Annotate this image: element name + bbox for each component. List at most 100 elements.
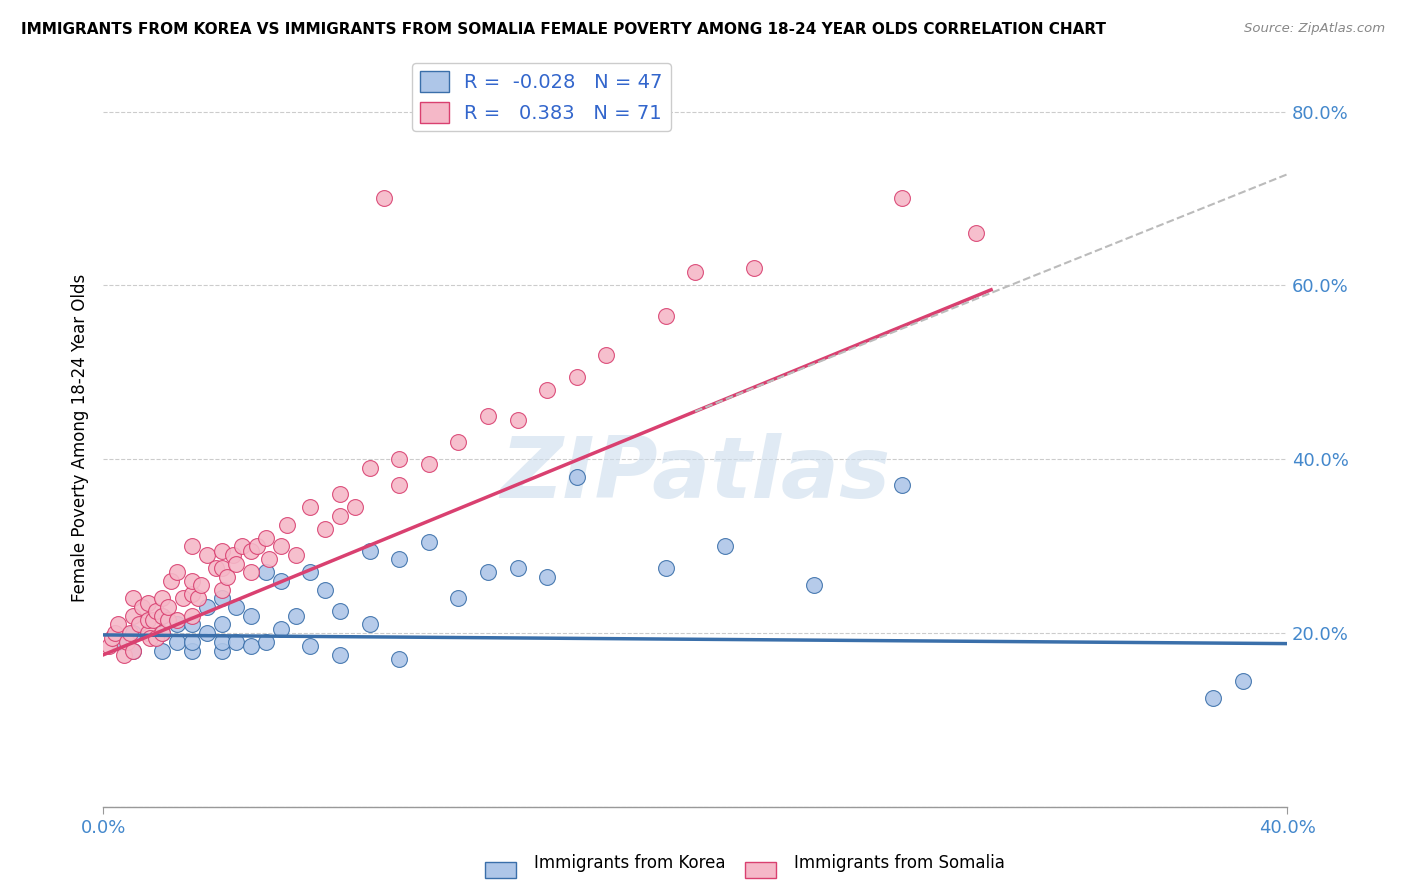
Point bbox=[1232, 673, 1254, 688]
Point bbox=[104, 626, 127, 640]
Point bbox=[225, 600, 247, 615]
Point bbox=[359, 461, 381, 475]
Point bbox=[211, 582, 233, 597]
Point bbox=[150, 643, 173, 657]
Point bbox=[447, 434, 470, 449]
Point bbox=[211, 561, 233, 575]
Text: ZIPatlas: ZIPatlas bbox=[501, 433, 890, 516]
Point bbox=[595, 348, 617, 362]
Point bbox=[115, 635, 138, 649]
Point bbox=[181, 608, 204, 623]
Point bbox=[329, 508, 352, 523]
Point bbox=[254, 531, 277, 545]
Point bbox=[231, 539, 253, 553]
Point bbox=[713, 539, 735, 553]
Point bbox=[211, 643, 233, 657]
Point bbox=[343, 500, 366, 515]
Point bbox=[284, 548, 307, 562]
Point bbox=[536, 569, 558, 583]
Point bbox=[329, 648, 352, 662]
Point bbox=[136, 596, 159, 610]
Point bbox=[222, 548, 245, 562]
Point bbox=[418, 535, 440, 549]
Point bbox=[195, 626, 218, 640]
Point bbox=[112, 648, 135, 662]
Point bbox=[536, 383, 558, 397]
Point bbox=[118, 626, 141, 640]
Point bbox=[299, 639, 322, 653]
Point bbox=[211, 591, 233, 606]
Point bbox=[388, 552, 411, 566]
Point bbox=[314, 522, 336, 536]
Point bbox=[270, 574, 292, 588]
Point bbox=[150, 591, 173, 606]
Point bbox=[803, 578, 825, 592]
Text: Immigrants from Korea: Immigrants from Korea bbox=[534, 855, 725, 872]
Point bbox=[329, 487, 352, 501]
Point bbox=[142, 613, 165, 627]
Point bbox=[121, 643, 143, 657]
Point bbox=[1202, 691, 1225, 706]
Point bbox=[217, 569, 239, 583]
Point bbox=[181, 539, 204, 553]
Point bbox=[254, 566, 277, 580]
Point bbox=[121, 626, 143, 640]
Point bbox=[240, 639, 263, 653]
Point bbox=[240, 543, 263, 558]
Point bbox=[101, 631, 124, 645]
Point bbox=[314, 582, 336, 597]
Point bbox=[211, 543, 233, 558]
Point bbox=[284, 608, 307, 623]
Point bbox=[683, 265, 706, 279]
Point bbox=[299, 566, 322, 580]
Point bbox=[145, 631, 167, 645]
Point bbox=[150, 608, 173, 623]
Point bbox=[299, 500, 322, 515]
Point bbox=[211, 617, 233, 632]
Point bbox=[254, 635, 277, 649]
Point bbox=[187, 591, 209, 606]
Y-axis label: Female Poverty Among 18-24 Year Olds: Female Poverty Among 18-24 Year Olds bbox=[72, 274, 89, 602]
Text: Immigrants from Somalia: Immigrants from Somalia bbox=[794, 855, 1005, 872]
Point bbox=[136, 613, 159, 627]
Point bbox=[128, 617, 150, 632]
Text: Source: ZipAtlas.com: Source: ZipAtlas.com bbox=[1244, 22, 1385, 36]
Point bbox=[139, 631, 162, 645]
Point bbox=[150, 626, 173, 640]
Point bbox=[107, 617, 129, 632]
Point bbox=[388, 478, 411, 492]
Point bbox=[388, 652, 411, 666]
Point bbox=[270, 622, 292, 636]
Point bbox=[891, 478, 914, 492]
Point bbox=[477, 409, 499, 423]
Point bbox=[98, 639, 121, 653]
Point bbox=[166, 566, 188, 580]
Point bbox=[246, 539, 269, 553]
Point bbox=[270, 539, 292, 553]
Point bbox=[477, 566, 499, 580]
Point bbox=[359, 617, 381, 632]
Point bbox=[172, 591, 194, 606]
Point bbox=[506, 561, 529, 575]
Point bbox=[157, 600, 180, 615]
Point bbox=[506, 413, 529, 427]
Point bbox=[225, 635, 247, 649]
Point bbox=[565, 469, 588, 483]
Point bbox=[166, 617, 188, 632]
Point bbox=[150, 626, 173, 640]
Point bbox=[447, 591, 470, 606]
Point bbox=[257, 552, 280, 566]
Point bbox=[195, 600, 218, 615]
Point bbox=[181, 635, 204, 649]
Point bbox=[329, 604, 352, 618]
Point bbox=[157, 613, 180, 627]
Point bbox=[654, 561, 676, 575]
Point bbox=[240, 566, 263, 580]
Point bbox=[121, 608, 143, 623]
Point bbox=[388, 452, 411, 467]
Point bbox=[565, 369, 588, 384]
Point bbox=[195, 548, 218, 562]
Point bbox=[418, 457, 440, 471]
Point bbox=[373, 192, 395, 206]
Point bbox=[107, 635, 129, 649]
